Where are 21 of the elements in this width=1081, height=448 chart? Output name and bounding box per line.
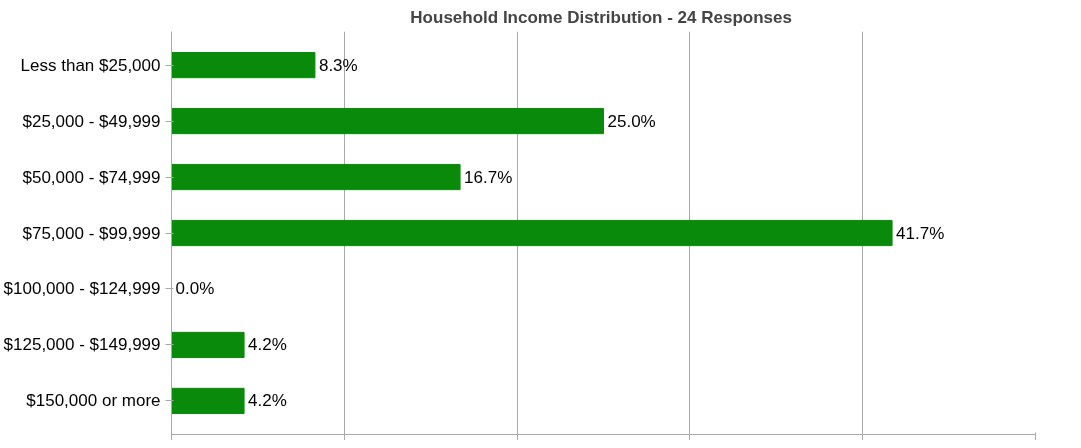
- bar: [171, 107, 604, 135]
- y-tick-label: $75,000 - $99,999: [22, 223, 161, 243]
- data-label: 8.3%: [318, 55, 358, 75]
- data-label: 4.2%: [248, 391, 287, 411]
- y-tick-label: $125,000 - $149,999: [3, 335, 161, 355]
- chart-title: Household Income Distribution - 24 Responses: [410, 7, 792, 27]
- bar: [171, 163, 461, 191]
- bar: [171, 331, 245, 359]
- bar: [171, 51, 316, 79]
- data-label: 25.0%: [607, 111, 656, 131]
- bar: [171, 387, 245, 415]
- bar: [171, 219, 893, 247]
- data-label: 0.0%: [175, 279, 215, 299]
- data-label: 16.7%: [464, 167, 513, 187]
- y-tick-label: $150,000 or more: [26, 391, 161, 411]
- y-tick-label: $50,000 - $74,999: [22, 167, 161, 187]
- y-tick-label: $100,000 - $124,999: [3, 279, 161, 299]
- y-tick-label: Less than $25,000: [20, 55, 161, 75]
- data-label: 4.2%: [248, 335, 287, 355]
- y-tick-label: $25,000 - $49,999: [22, 111, 161, 131]
- data-label: 41.7%: [896, 223, 945, 243]
